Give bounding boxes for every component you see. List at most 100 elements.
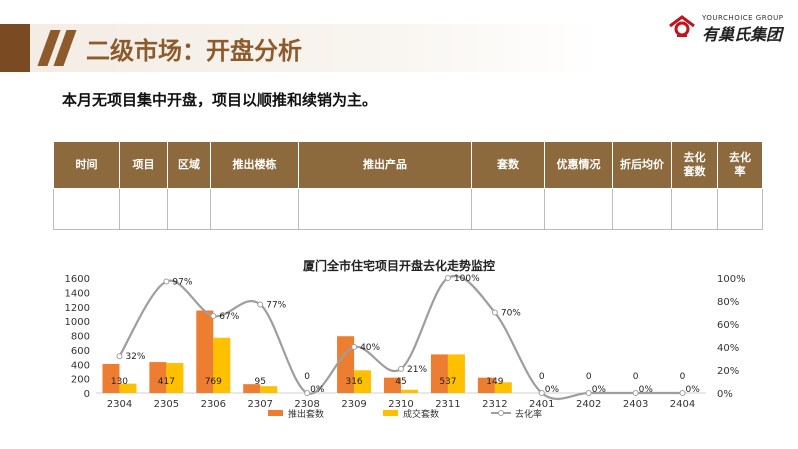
x-tick-label: 2308 bbox=[294, 399, 319, 410]
sold-bar bbox=[166, 363, 184, 393]
bar-data-label: 149 bbox=[486, 377, 503, 387]
bar-data-label: 0 bbox=[539, 372, 545, 382]
rate-point bbox=[163, 278, 170, 285]
rate-point bbox=[116, 353, 123, 360]
rate-data-label: 21% bbox=[407, 365, 427, 375]
bar-data-label: 537 bbox=[439, 377, 456, 387]
bar-data-label: 45 bbox=[395, 377, 406, 387]
y-right-tick-label: 60% bbox=[717, 320, 739, 331]
rate-data-label: 0% bbox=[310, 385, 325, 395]
sold-bar bbox=[260, 386, 278, 393]
x-tick-label: 2309 bbox=[341, 399, 366, 410]
table-cell bbox=[298, 188, 472, 230]
sold-bar bbox=[354, 370, 372, 393]
y-left-tick-label: 800 bbox=[71, 332, 90, 343]
table-header-cell: 项目 bbox=[119, 141, 168, 189]
y-left-tick-label: 200 bbox=[71, 375, 90, 386]
x-tick-label: 2404 bbox=[670, 399, 695, 410]
table-header-cell: 去化 套数 bbox=[671, 141, 718, 189]
y-right-tick-label: 80% bbox=[717, 297, 739, 308]
y-left-tick-label: 400 bbox=[71, 360, 90, 371]
sold-bar bbox=[401, 389, 418, 393]
legend-launched-label: 推出套数 bbox=[288, 408, 324, 420]
x-tick-label: 2401 bbox=[529, 399, 554, 410]
header-band bbox=[0, 24, 600, 72]
y-left-tick-label: 600 bbox=[71, 346, 90, 357]
y-left-tick-label: 1600 bbox=[65, 274, 90, 285]
launched-bar bbox=[102, 363, 120, 393]
sold-bar bbox=[447, 354, 465, 393]
table-header-cell: 去化率 bbox=[717, 141, 763, 189]
table-header-cell: 推出楼栋 bbox=[210, 141, 299, 189]
rate-data-label: 0% bbox=[639, 385, 654, 395]
rate-point bbox=[304, 390, 311, 396]
legend-sold-label: 成交套数 bbox=[403, 408, 439, 420]
rate-data-label: 77% bbox=[266, 300, 286, 310]
rate-point bbox=[491, 309, 498, 316]
launched-bar bbox=[149, 362, 167, 393]
rate-point bbox=[210, 312, 217, 319]
x-tick-label: 2307 bbox=[248, 399, 273, 410]
table-header-cell: 区域 bbox=[167, 141, 211, 189]
rate-point bbox=[538, 390, 545, 396]
rate-point bbox=[632, 390, 639, 396]
launched-bar bbox=[243, 384, 261, 393]
sold-bar bbox=[494, 382, 512, 393]
table-cell bbox=[544, 188, 613, 230]
logo-english: YOURCHOICE GROUP bbox=[702, 14, 784, 22]
rate-data-label: 67% bbox=[219, 312, 239, 322]
y-left-tick-label: 1000 bbox=[65, 317, 90, 328]
table-body bbox=[53, 188, 763, 230]
y-right-tick-label: 40% bbox=[717, 343, 739, 354]
table-cell bbox=[167, 188, 211, 230]
y-right-tick-label: 100% bbox=[717, 274, 746, 285]
logo-chinese: 有巢氏集团 bbox=[702, 25, 783, 44]
table-cell bbox=[119, 188, 168, 230]
launched-bar bbox=[384, 377, 401, 393]
y-right-tick-label: 20% bbox=[717, 366, 739, 377]
legend-launched-swatch bbox=[268, 410, 283, 416]
x-tick-label: 2306 bbox=[201, 399, 226, 410]
table-row bbox=[53, 188, 763, 230]
summary-text: 本月无项目集中开盘，项目以顺推和续销为主。 bbox=[62, 91, 378, 109]
table-cell bbox=[53, 188, 120, 230]
rate-data-label: 0% bbox=[592, 385, 607, 395]
bar-data-label: 0 bbox=[586, 372, 592, 382]
table-cell bbox=[471, 188, 545, 230]
x-tick-label: 2311 bbox=[435, 399, 460, 410]
legend-rate-label: 去化率 bbox=[515, 408, 542, 420]
table-header-row: 时间 项目 区域 推出楼栋 推出产品 套数 优惠情况 折后均价 去化 套数 去化率 bbox=[53, 141, 763, 189]
bar-data-label: 316 bbox=[345, 377, 362, 387]
rate-point bbox=[585, 390, 592, 396]
logo-house-icon bbox=[669, 15, 695, 37]
bar-data-label: 417 bbox=[158, 377, 175, 387]
sold-bar bbox=[119, 383, 137, 393]
rate-point bbox=[257, 301, 264, 308]
table-header-cell: 折后均价 bbox=[612, 141, 672, 189]
rate-data-label: 0% bbox=[545, 385, 560, 395]
rate-point bbox=[351, 344, 358, 350]
table-header-cell: 推出产品 bbox=[298, 141, 472, 189]
bar-data-label: 0 bbox=[304, 372, 310, 382]
launched-bar bbox=[477, 377, 495, 393]
bar-data-label: 0 bbox=[633, 372, 639, 382]
rate-data-label: 100% bbox=[454, 274, 480, 284]
table-cell bbox=[671, 188, 718, 230]
x-tick-label: 2304 bbox=[107, 399, 132, 410]
rate-point bbox=[398, 365, 404, 372]
table-cell bbox=[717, 188, 763, 230]
y-left-tick-label: 1400 bbox=[65, 288, 90, 299]
rate-data-label: 0% bbox=[686, 385, 701, 395]
x-tick-label: 2403 bbox=[623, 399, 648, 410]
opening-table: 时间 项目 区域 推出楼栋 推出产品 套数 优惠情况 折后均价 去化 套数 去化率 bbox=[53, 141, 763, 230]
rate-data-label: 40% bbox=[360, 343, 380, 353]
table-header-cell: 时间 bbox=[53, 141, 120, 189]
rate-point bbox=[679, 390, 686, 396]
rate-data-label: 32% bbox=[125, 352, 145, 362]
legend-rate-marker bbox=[498, 410, 504, 416]
legend-sold-swatch bbox=[383, 410, 398, 416]
header-accent-bar bbox=[0, 24, 30, 72]
bar-data-label: 0 bbox=[680, 372, 686, 382]
launched-bar bbox=[430, 354, 448, 393]
launched-bar bbox=[196, 310, 214, 393]
